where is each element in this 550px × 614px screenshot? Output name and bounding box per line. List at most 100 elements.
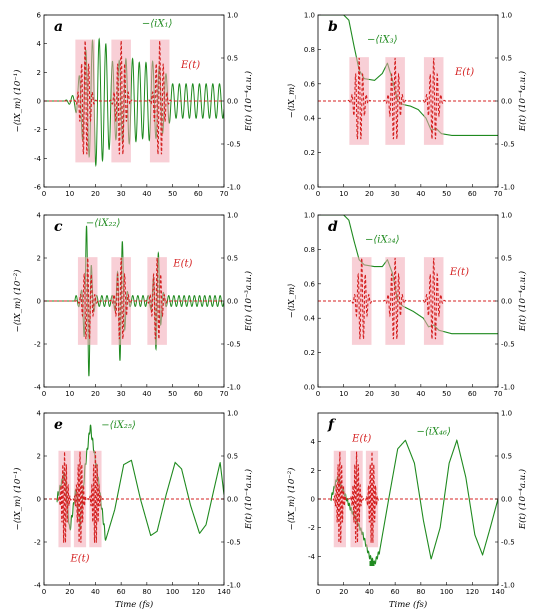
series-efield-a	[44, 40, 224, 155]
y2-tick-label-a-2: 0.0	[227, 98, 238, 106]
x-tick-label-d-1: 10	[339, 390, 348, 398]
y-tick-label-b-5: 1.0	[304, 12, 315, 20]
y-tick-label-a-2: -2	[34, 126, 41, 134]
plot-area-d	[318, 215, 498, 345]
series-label-e-0: −⟨iX₂₅⟩	[101, 420, 136, 431]
x-tick-label-f-0: 0	[316, 588, 320, 596]
x-tick-label-a-4: 40	[142, 190, 151, 198]
series-efield-f	[318, 451, 498, 543]
plot-area-b	[318, 15, 498, 145]
y2-tick-label-b-2: 0.0	[501, 98, 512, 106]
left-ylabel-b: −⟨iX_m⟩	[287, 84, 297, 119]
x-tick-label-a-2: 20	[91, 190, 100, 198]
y2-tick-label-b-1: -0.5	[501, 141, 515, 149]
x-tick-label-c-4: 40	[142, 390, 151, 398]
x-tick-label-d-7: 70	[494, 390, 503, 398]
y-tick-label-c-3: 2	[37, 255, 41, 263]
x-tick-label-b-1: 10	[339, 190, 348, 198]
series-label-d-0: −⟨iX₂₄⟩	[365, 235, 400, 246]
pulse-band-b-2	[423, 57, 444, 145]
series-label-d-1: E(t)	[449, 267, 469, 278]
y-tick-label-e-3: 2	[37, 453, 41, 461]
y-tick-label-d-2: 0.4	[304, 315, 316, 323]
y2-tick-label-d-2: 0.0	[501, 298, 512, 306]
right-ylabel-d: E(t) (10⁻⁴a.u.)	[517, 271, 528, 332]
x-tick-label-e-2: 40	[91, 588, 100, 596]
x-tick-label-d-6: 60	[468, 390, 477, 398]
panel-letter-f: f	[327, 417, 337, 433]
y-tick-label-a-1: -4	[34, 155, 42, 163]
x-tick-label-c-0: 0	[42, 390, 46, 398]
x-tick-label-a-0: 0	[42, 190, 46, 198]
series-efield-d	[318, 257, 498, 340]
right-ylabel-a: E(t) (10⁻⁴a.u.)	[243, 71, 254, 132]
pulse-band-c-2	[147, 257, 167, 345]
xlabel-f: Time (fs)	[389, 599, 427, 610]
y2-tick-label-f-1: -0.5	[501, 539, 515, 547]
y2-tick-label-f-3: 0.5	[501, 453, 512, 461]
series-label-a-0: −⟨iX₁⟩	[142, 18, 173, 29]
x-tick-label-d-0: 0	[316, 390, 320, 398]
y2-tick-label-d-0: -1.0	[501, 384, 515, 392]
x-tick-label-c-6: 60	[194, 390, 203, 398]
x-tick-label-d-5: 50	[442, 390, 451, 398]
x-tick-label-a-5: 50	[168, 190, 177, 198]
x-tick-label-b-0: 0	[316, 190, 320, 198]
x-tick-label-e-1: 20	[65, 588, 74, 596]
y-tick-label-d-0: 0.0	[304, 384, 315, 392]
x-tick-label-d-4: 40	[416, 390, 425, 398]
x-tick-label-c-1: 10	[65, 390, 74, 398]
y-tick-label-c-4: 4	[37, 212, 42, 220]
y2-tick-label-d-4: 1.0	[501, 212, 512, 220]
x-tick-label-f-1: 20	[339, 588, 348, 596]
y-tick-label-f-3: 2	[311, 467, 315, 475]
panel-a: 0 10 20 30 40 50 60 70 -6 -4 -2 0 2 4 6 -1.0 -0.5 0.0 0.5 1…	[12, 12, 254, 199]
plot-area-f	[318, 439, 498, 566]
x-tick-label-c-5: 50	[168, 390, 177, 398]
x-tick-label-a-6: 60	[194, 190, 203, 198]
x-tick-label-f-6: 120	[466, 588, 479, 596]
x-tick-label-a-7: 70	[220, 190, 229, 198]
series-efield-b	[318, 57, 498, 140]
y2-tick-label-f-2: 0.0	[501, 496, 512, 504]
xlabel-e: Time (fs)	[115, 599, 153, 610]
pulse-band-a-1	[111, 39, 131, 163]
x-tick-label-a-3: 30	[117, 190, 126, 198]
x-tick-label-e-4: 80	[142, 588, 151, 596]
panel-letter-c: c	[54, 219, 63, 235]
panel-f: 0 20 40 60 80 100 120 140 -4 -2 0 2 4 -1.0 -0.5 0.0 0.5 1…	[286, 410, 528, 611]
y-tick-label-e-1: -2	[34, 539, 41, 547]
panel-e: 0 20 40 60 80 100 120 140 -4 -2 0 2 4 -1.0 -0.5 0.0 0.5 1…	[12, 410, 254, 611]
pulse-band-d-2	[423, 257, 444, 345]
panel-letter-b: b	[328, 19, 338, 35]
pulse-band-d-1	[385, 257, 405, 345]
x-tick-label-b-3: 30	[391, 190, 400, 198]
y-tick-label-b-4: 0.8	[304, 46, 315, 54]
x-tick-label-a-1: 10	[65, 190, 74, 198]
x-tick-label-e-3: 60	[117, 588, 126, 596]
y2-tick-label-b-0: -1.0	[501, 184, 515, 192]
pulse-band-e-2	[89, 450, 102, 548]
left-ylabel-a: −⟨iX_m⟩ (10⁻¹)	[12, 70, 23, 133]
marker-f	[369, 561, 375, 566]
y-tick-label-a-6: 6	[37, 12, 42, 20]
x-tick-label-f-4: 80	[416, 588, 425, 596]
y-tick-label-d-3: 0.6	[304, 280, 316, 288]
right-ylabel-f: E(t) (10⁻⁴a.u.)	[517, 469, 528, 530]
y2-tick-label-d-1: -0.5	[501, 341, 515, 349]
y2-tick-label-b-3: 0.5	[501, 55, 512, 63]
y-tick-label-d-4: 0.8	[304, 246, 315, 254]
y2-tick-label-e-4: 1.0	[227, 410, 238, 418]
x-tick-label-c-2: 20	[91, 390, 100, 398]
series-efield-e	[44, 451, 224, 543]
y-tick-label-e-0: -4	[34, 582, 42, 590]
x-tick-label-e-5: 100	[166, 588, 179, 596]
panel-c: 0 10 20 30 40 50 60 70 -4 -2 0 2 4 -1.0 -0.5 0.0 0.5 1.0 −…	[12, 212, 254, 399]
pulse-band-c-1	[111, 257, 131, 345]
y-tick-label-b-3: 0.6	[304, 80, 316, 88]
left-ylabel-d: −⟨iX_m⟩	[287, 284, 297, 319]
left-ylabel-c: −⟨iX_m⟩ (10⁻²)	[12, 270, 23, 333]
y2-tick-label-c-1: -0.5	[227, 341, 241, 349]
y2-tick-label-c-4: 1.0	[227, 212, 238, 220]
